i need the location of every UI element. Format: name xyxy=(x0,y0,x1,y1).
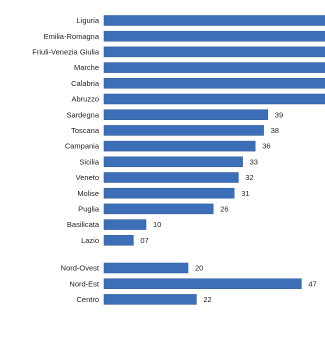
bar xyxy=(103,278,302,289)
value-label: 36 xyxy=(262,142,270,151)
value-label: 32 xyxy=(245,173,253,182)
category-label: Sardegna xyxy=(66,110,99,119)
category-label: Toscana xyxy=(71,126,100,135)
bar xyxy=(103,46,325,58)
category-label: Centro xyxy=(76,295,99,304)
bar xyxy=(103,294,197,305)
bar xyxy=(103,78,325,89)
bar xyxy=(103,15,325,26)
bar xyxy=(103,262,189,274)
category-label: Friuli-Venezia Giulia xyxy=(32,48,100,57)
value-label: 10 xyxy=(153,220,161,229)
bar xyxy=(103,172,239,183)
value-label: 22 xyxy=(203,295,211,304)
bar xyxy=(103,203,214,215)
bar xyxy=(103,219,147,230)
bar xyxy=(103,187,235,199)
category-label: Lazio xyxy=(81,236,99,245)
category-label: Sicilia xyxy=(79,157,99,166)
value-label: 31 xyxy=(241,189,249,198)
bar xyxy=(103,109,269,120)
value-label: 33 xyxy=(250,157,258,166)
value-label: 39 xyxy=(275,110,283,119)
category-label: Abruzzo xyxy=(71,95,99,104)
value-label: 20 xyxy=(195,264,203,273)
bar xyxy=(103,30,325,42)
category-label: Campania xyxy=(65,142,100,151)
bar xyxy=(103,93,325,105)
category-label: Marche xyxy=(74,63,99,72)
value-label: 07 xyxy=(140,236,148,245)
value-label: 26 xyxy=(220,205,228,214)
category-labels-group: Liguria Emilia-Romagna Friuli-Venezia Giul… xyxy=(32,16,100,304)
category-label: Nord-Ovest xyxy=(61,264,100,273)
category-label: Puglia xyxy=(78,205,100,214)
value-label: 38 xyxy=(271,126,279,135)
bars-group xyxy=(103,15,325,305)
bar xyxy=(103,235,134,246)
category-label: Basilicata xyxy=(67,220,100,229)
category-label: Veneto xyxy=(76,173,99,182)
category-label: Molise xyxy=(77,189,99,198)
category-label: Liguria xyxy=(76,16,99,25)
bar xyxy=(103,125,264,136)
category-label: Emilia-Romagna xyxy=(44,32,100,41)
value-label: 47 xyxy=(308,279,316,288)
category-label: Calabria xyxy=(71,79,100,88)
category-label: Nord-Est xyxy=(69,279,100,288)
bar xyxy=(103,156,243,168)
bar xyxy=(103,62,325,73)
bar xyxy=(103,140,256,152)
